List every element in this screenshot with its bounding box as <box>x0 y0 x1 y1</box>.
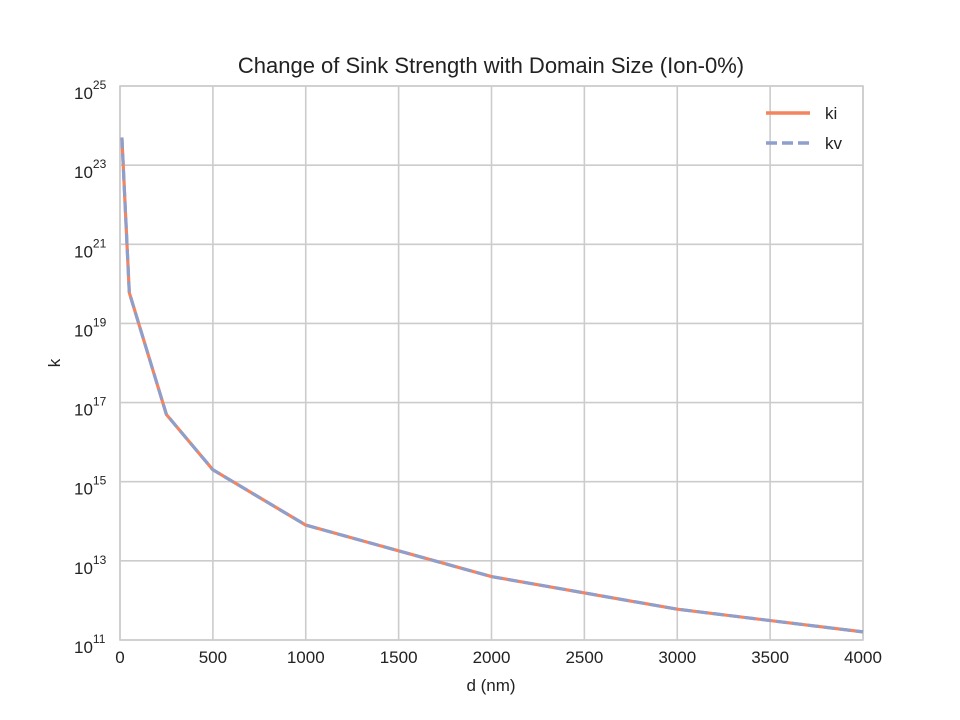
y-tick-label: 1023 <box>74 157 107 182</box>
plot-frame <box>119 85 864 641</box>
y-axis-label: k <box>45 358 64 367</box>
y-tick-base: 10 <box>74 638 93 657</box>
tick-labels: 0 500 1000 1500 2000 2500 3000 3500 400010111013… <box>74 78 882 667</box>
y-tick-label: 1021 <box>74 236 107 261</box>
y-tick-exponent: 17 <box>93 395 107 409</box>
x-tick-label: 500 <box>199 648 227 667</box>
x-tick-label: 4000 <box>844 648 882 667</box>
y-tick-label: 1013 <box>74 553 107 578</box>
y-tick-base: 10 <box>74 559 93 578</box>
x-tick-label: 2000 <box>473 648 511 667</box>
chart-title: Change of Sink Strength with Domain Size… <box>238 53 744 78</box>
y-tick-exponent: 21 <box>93 236 107 250</box>
x-tick-label: 3500 <box>751 648 789 667</box>
y-tick-exponent: 25 <box>93 78 107 92</box>
grid <box>119 85 864 641</box>
series-line-kv <box>120 137 864 634</box>
y-tick-base: 10 <box>74 321 93 340</box>
x-axis-label: d (nm) <box>466 676 515 695</box>
y-tick-label: 1017 <box>74 395 107 420</box>
y-tick-label: 1025 <box>74 78 107 103</box>
x-tick-label: 1500 <box>380 648 418 667</box>
y-tick-label: 1019 <box>74 315 107 340</box>
y-tick-exponent: 13 <box>93 553 107 567</box>
series-layer <box>120 137 864 634</box>
y-tick-exponent: 23 <box>93 157 107 171</box>
legend-label-kv: kv <box>825 134 843 153</box>
x-tick-label: 2500 <box>565 648 603 667</box>
legend-label-ki: ki <box>825 104 837 123</box>
y-tick-base: 10 <box>74 163 93 182</box>
y-tick-label: 1015 <box>74 474 107 499</box>
series-line-ki <box>120 137 864 634</box>
y-tick-exponent: 19 <box>93 315 107 329</box>
legend: ki kv <box>766 104 843 153</box>
y-tick-base: 10 <box>74 242 93 261</box>
y-tick-base: 10 <box>74 401 93 420</box>
y-tick-base: 10 <box>74 84 93 103</box>
x-tick-label: 1000 <box>287 648 325 667</box>
y-tick-exponent: 15 <box>93 474 107 488</box>
x-tick-label: 3000 <box>658 648 696 667</box>
x-tick-label: 0 <box>115 648 124 667</box>
y-tick-base: 10 <box>74 480 93 499</box>
y-tick-label: 1011 <box>74 632 106 657</box>
y-tick-exponent: 11 <box>93 632 106 646</box>
